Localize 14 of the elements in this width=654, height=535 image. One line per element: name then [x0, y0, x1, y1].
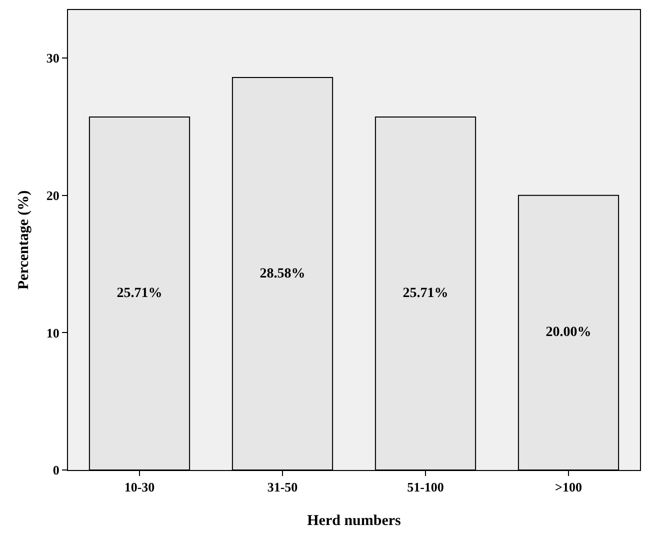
data-label: 25.71% — [116, 286, 162, 301]
x-tick-label: 10-30 — [124, 480, 155, 495]
y-axis-title: Percentage (%) — [16, 190, 32, 290]
x-tick-label: >100 — [555, 480, 582, 495]
x-tick-label: 31-50 — [267, 480, 298, 495]
y-tick-label: 0 — [52, 462, 60, 478]
data-label: 20.00% — [546, 325, 592, 340]
data-label: 28.58% — [260, 266, 306, 282]
y-tick-label: 30 — [46, 50, 60, 66]
data-label: 25.71% — [402, 286, 448, 301]
y-tick-label: 10 — [46, 325, 60, 340]
x-tick-label: 51-100 — [407, 480, 444, 495]
x-axis-title: Herd numbers — [307, 513, 402, 529]
y-tick-label: 20 — [46, 188, 60, 203]
